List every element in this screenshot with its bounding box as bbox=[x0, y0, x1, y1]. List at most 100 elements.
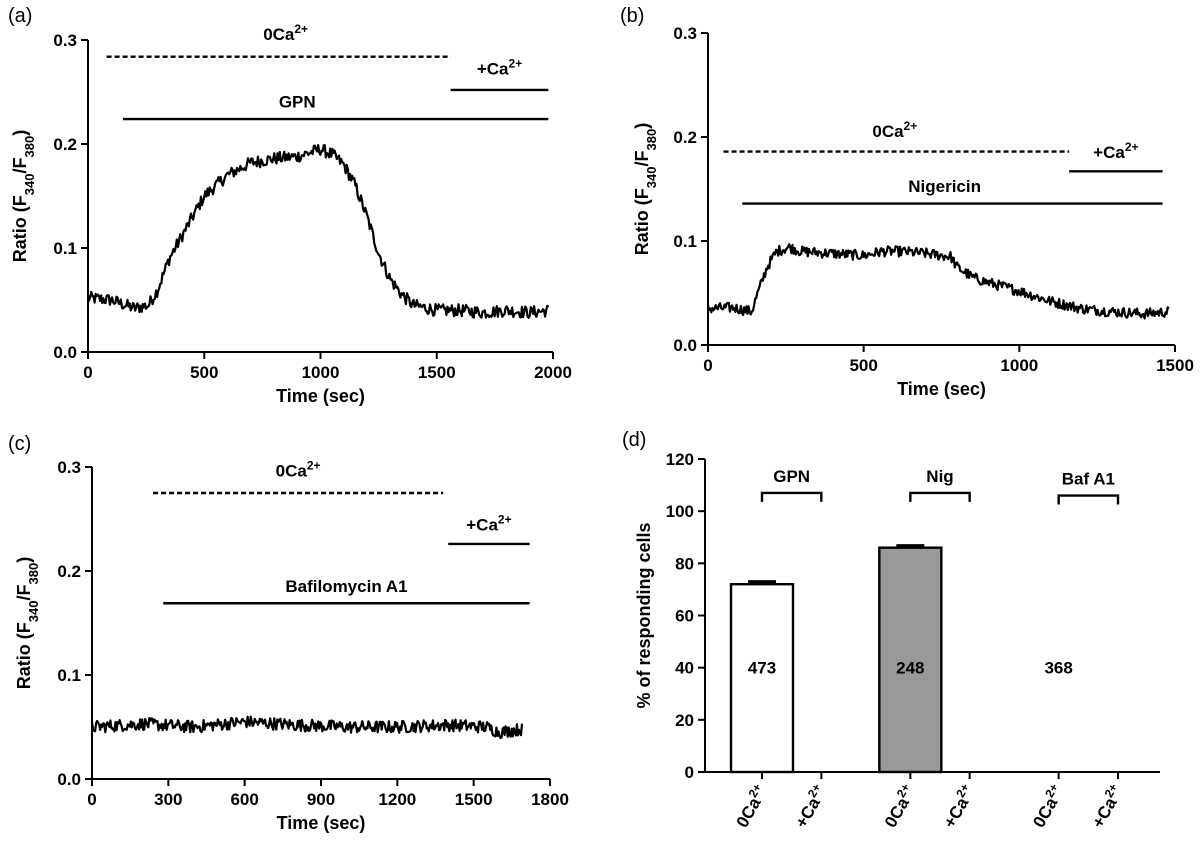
treatment-label-sup: 2+ bbox=[509, 56, 523, 70]
x-category-sup: 2+ bbox=[1102, 781, 1121, 800]
x-category-label: 0Ca2+ bbox=[1027, 781, 1068, 831]
x-tick-label: 1500 bbox=[418, 363, 456, 382]
panel-a: (a) 0.0 0.1 0.2 0.3 0 500 1000 1500 2000 Time (sec… bbox=[8, 5, 572, 406]
panel-label: (b) bbox=[620, 5, 644, 27]
treatment-label: 0Ca2+ bbox=[276, 458, 321, 480]
group-label: Baf A1 bbox=[1062, 470, 1115, 489]
treatment-label-sup: 2+ bbox=[904, 119, 918, 133]
treatment-label-sup: 2+ bbox=[498, 512, 512, 526]
y-axis-label-end: ) bbox=[10, 130, 30, 136]
ratio-trace bbox=[90, 715, 524, 740]
panel-d: (d) 0 20 40 60 80 100 120 % of responding cells 0… bbox=[622, 429, 1160, 831]
y-tick-label: 0.1 bbox=[57, 666, 81, 685]
treatment-label-main: +Ca bbox=[1093, 143, 1125, 162]
treatment-label-main: 0Ca bbox=[276, 461, 308, 480]
treatment-label-main: 0Ca bbox=[872, 122, 904, 141]
treatment-label: +Ca2+ bbox=[466, 512, 511, 534]
group-label: GPN bbox=[773, 467, 810, 486]
x-axis-label: Time (sec) bbox=[276, 386, 365, 406]
x-category-label: +Ca2+ bbox=[937, 781, 979, 831]
y-axis-label-sub: 340 bbox=[26, 601, 41, 623]
treatment-label-sup: 2+ bbox=[307, 458, 321, 472]
cell-count-label: 248 bbox=[896, 659, 924, 678]
treatment-label-main: +Ca bbox=[477, 59, 509, 78]
x-tick-label: 1500 bbox=[455, 790, 493, 809]
y-axis-label-main: Ratio (F bbox=[14, 622, 34, 689]
x-tick-label: 0 bbox=[87, 790, 96, 809]
x-category-sup: 2+ bbox=[805, 781, 824, 800]
x-tick-label: 500 bbox=[849, 356, 877, 375]
treatment-label: 0Ca2+ bbox=[872, 119, 917, 141]
group-bracket bbox=[909, 491, 971, 502]
y-tick-label: 0.1 bbox=[673, 232, 697, 251]
y-tick-label: 0.3 bbox=[57, 458, 81, 477]
x-tick-label: 600 bbox=[230, 790, 258, 809]
y-axis-label-mid: /F bbox=[14, 584, 34, 600]
treatment-label-main: Nigericin bbox=[908, 177, 981, 196]
x-category-main: 0Ca bbox=[1029, 794, 1061, 831]
panel-label: (a) bbox=[8, 5, 32, 27]
x-category-main: +Ca bbox=[792, 794, 825, 831]
x-tick-label: 1800 bbox=[531, 790, 569, 809]
y-tick-label: 0.2 bbox=[673, 128, 697, 147]
y-tick-label: 0.2 bbox=[53, 135, 77, 154]
y-axis-label-sub: 340 bbox=[644, 167, 659, 189]
y-tick-label: 120 bbox=[666, 450, 694, 469]
y-axis-label: Ratio (F340/F380) bbox=[14, 557, 41, 689]
y-axis-label-sub: 340 bbox=[22, 174, 37, 196]
x-tick-label: 1000 bbox=[1000, 356, 1038, 375]
x-tick-label: 0 bbox=[703, 356, 712, 375]
y-tick-label: 60 bbox=[675, 607, 694, 626]
group-bracket bbox=[1057, 494, 1120, 505]
x-tick-label: 1000 bbox=[302, 363, 340, 382]
x-category-sup: 2+ bbox=[746, 781, 765, 800]
treatment-label-main: 0Ca bbox=[263, 25, 295, 44]
treatment-label: +Ca2+ bbox=[1093, 140, 1138, 162]
y-axis-label-mid: /F bbox=[10, 157, 30, 173]
group-bracket bbox=[760, 491, 823, 502]
x-category-main: 0Ca bbox=[881, 794, 913, 831]
x-category-label: 0Ca2+ bbox=[730, 781, 771, 831]
x-tick-label: 500 bbox=[190, 363, 218, 382]
y-tick-label: 0 bbox=[685, 763, 694, 782]
x-tick-label: 300 bbox=[154, 790, 182, 809]
x-tick-label: 1500 bbox=[1156, 356, 1194, 375]
treatment-label: +Ca2+ bbox=[477, 56, 522, 78]
x-axis-label: Time (sec) bbox=[277, 813, 366, 833]
y-axis-label-sub: 380 bbox=[22, 136, 37, 158]
x-category-sup: 2+ bbox=[894, 781, 913, 800]
y-axis-label-mid: /F bbox=[632, 150, 652, 166]
x-category-label: +Ca2+ bbox=[789, 781, 831, 831]
panel-c: (c) 0.0 0.1 0.2 0.3 0 300 600 900 1200 1500 1800 Tim… bbox=[8, 433, 569, 833]
y-axis-label-main: Ratio (F bbox=[10, 195, 30, 262]
x-category-label: 0Ca2+ bbox=[878, 781, 919, 831]
y-tick-label: 40 bbox=[675, 659, 694, 678]
cell-count-label: 368 bbox=[1044, 659, 1072, 678]
y-tick-label: 0.3 bbox=[53, 31, 77, 50]
group-label: Nig bbox=[926, 467, 953, 486]
x-tick-label: 900 bbox=[307, 790, 335, 809]
y-axis-label-end: ) bbox=[632, 123, 652, 129]
y-tick-label: 0.3 bbox=[673, 24, 697, 43]
y-axis-label-main: Ratio (F bbox=[632, 188, 652, 255]
x-tick-label: 2000 bbox=[534, 363, 572, 382]
treatment-label-sup: 2+ bbox=[1125, 140, 1139, 154]
ratio-trace bbox=[706, 243, 1170, 320]
y-tick-label: 20 bbox=[675, 711, 694, 730]
y-tick-label: 0.0 bbox=[53, 343, 77, 362]
x-category-label: +Ca2+ bbox=[1086, 781, 1128, 831]
y-axis-label-sub: 380 bbox=[644, 129, 659, 151]
treatment-label: 0Ca2+ bbox=[263, 22, 308, 44]
x-tick-label: 0 bbox=[83, 363, 92, 382]
panel-label: (d) bbox=[622, 429, 646, 451]
treatment-label: Bafilomycin A1 bbox=[285, 577, 407, 596]
y-tick-label: 100 bbox=[666, 502, 694, 521]
y-axis-label: Ratio (F340/F380) bbox=[632, 123, 659, 255]
y-tick-label: 80 bbox=[675, 554, 694, 573]
treatment-label-main: Bafilomycin A1 bbox=[285, 577, 407, 596]
y-tick-label: 0.1 bbox=[53, 239, 77, 258]
bar bbox=[729, 583, 795, 774]
y-tick-label: 0.2 bbox=[57, 562, 81, 581]
y-axis-label: Ratio (F340/F380) bbox=[10, 130, 37, 262]
x-category-main: 0Ca bbox=[733, 794, 765, 831]
